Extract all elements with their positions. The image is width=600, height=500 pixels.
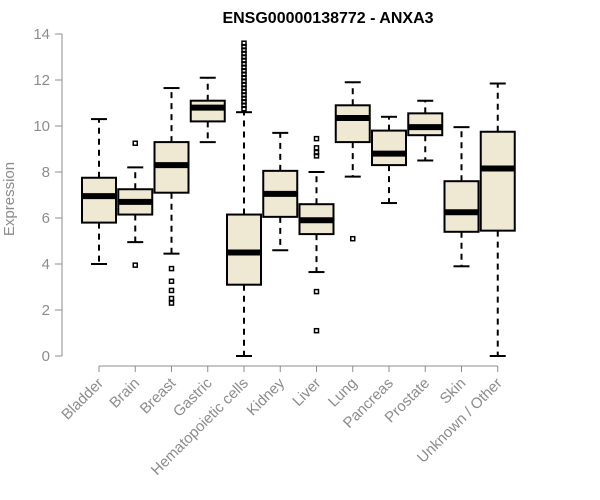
outlier-point: [132, 262, 138, 268]
box-1: [117, 140, 154, 268]
iqr-box: [334, 104, 371, 144]
outlier-point: [168, 300, 175, 306]
outlier-point: [168, 265, 175, 272]
box-2: [153, 87, 190, 306]
box-6: [298, 135, 335, 334]
iqr-box: [479, 130, 516, 232]
box-5: [262, 131, 299, 252]
y-tick-label: 4: [42, 256, 50, 273]
y-axis: 0 2 4 6 8 10 12 14: [33, 26, 63, 365]
outlier-point: [313, 288, 320, 295]
y-axis-label: Expression: [1, 162, 18, 236]
y-tick-label: 6: [42, 210, 50, 227]
box-7: [334, 81, 371, 242]
box-3: [189, 76, 226, 144]
outlier-point: [168, 295, 175, 302]
box-10: [443, 126, 480, 268]
outlier-point: [313, 145, 320, 151]
outlier-point: [350, 235, 356, 242]
x-tick-label: Liver: [289, 375, 324, 410]
chart-title: ENSG00000138772 - ANXA3: [222, 10, 433, 27]
box-11: [479, 82, 516, 357]
outlier-point: [313, 149, 320, 156]
x-tick-label: Kidney: [244, 374, 289, 419]
y-tick-label: 10: [33, 118, 50, 135]
y-tick-label: 12: [33, 72, 50, 89]
outlier-point: [241, 40, 247, 46]
box-9: [407, 99, 444, 162]
box-8: [371, 115, 407, 205]
x-tick-label: Bladder: [58, 375, 107, 424]
box-0: [81, 118, 117, 265]
iqr-box: [189, 99, 226, 123]
box-4: [226, 40, 262, 357]
outlier-point: [168, 278, 175, 284]
outlier-point: [313, 135, 320, 142]
iqr-box: [443, 180, 480, 233]
boxes-group: [81, 40, 516, 357]
outlier-point: [168, 287, 175, 294]
outlier-point: [313, 327, 320, 334]
y-tick-label: 8: [42, 164, 50, 181]
iqr-box: [371, 129, 407, 167]
y-tick-label: 14: [33, 26, 50, 43]
y-tick-label: 2: [42, 302, 50, 319]
iqr-box: [81, 176, 117, 224]
outlier-point: [132, 140, 138, 146]
y-tick-label: 0: [42, 348, 50, 365]
